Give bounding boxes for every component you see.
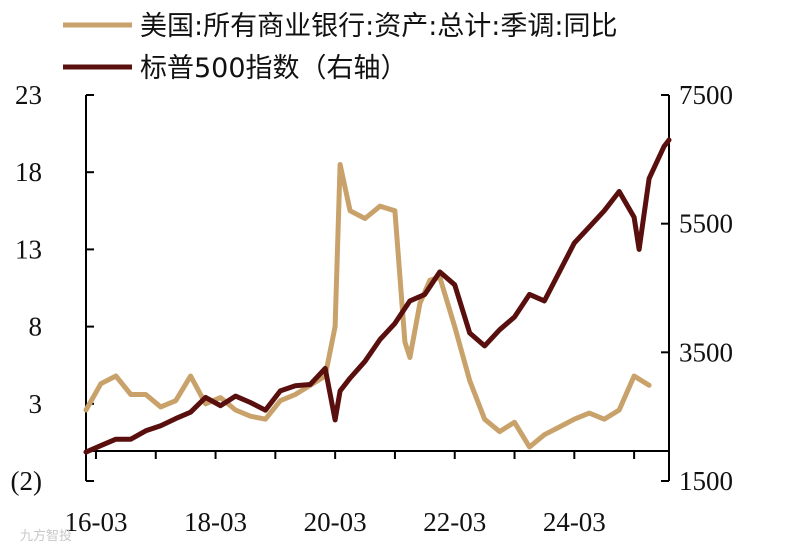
series-lines [83,137,672,455]
x-axis-tick-label: 18-03 [184,507,247,537]
right-axis-tick-label: 7500 [679,80,733,110]
right-axis-tick-label: 1500 [679,466,733,496]
right-axis-tick-label: 3500 [679,337,733,367]
series-line-sp500 [83,137,672,455]
left-axis-tick-label: 13 [15,234,42,264]
left-axis-tick-label: 23 [15,80,42,110]
left-axis-tick-label: 3 [29,389,43,419]
x-axis-tick-label: 24-03 [543,507,606,537]
legend-label-sp500: 标普500指数（右轴） [140,53,408,84]
ticks [86,94,669,482]
left-axis-tick-label: 18 [15,157,42,187]
axes [85,95,670,481]
left-axis-tick-label: (2) [11,466,42,496]
tick-labels: (2) 3 8 13 18 23 1500 3500 5500 7500 16-03 18-03 20-… [11,80,733,537]
series-line-bank-assets-yoy [83,162,652,450]
legend-label-bank-assets: 美国:所有商业银行:资产:总计:季调:同比 [140,11,617,42]
x-axis-tick-label: 20-03 [304,507,367,537]
watermark: 九方智投 [20,528,72,544]
legend: 美国:所有商业银行:资产:总计:季调:同比 标普500指数（右轴） [63,11,617,84]
left-axis-tick-label: 8 [29,312,43,342]
right-axis-tick-label: 5500 [679,209,733,239]
x-axis-tick-label: 16-03 [64,507,127,537]
x-axis-tick-label: 22-03 [423,507,486,537]
